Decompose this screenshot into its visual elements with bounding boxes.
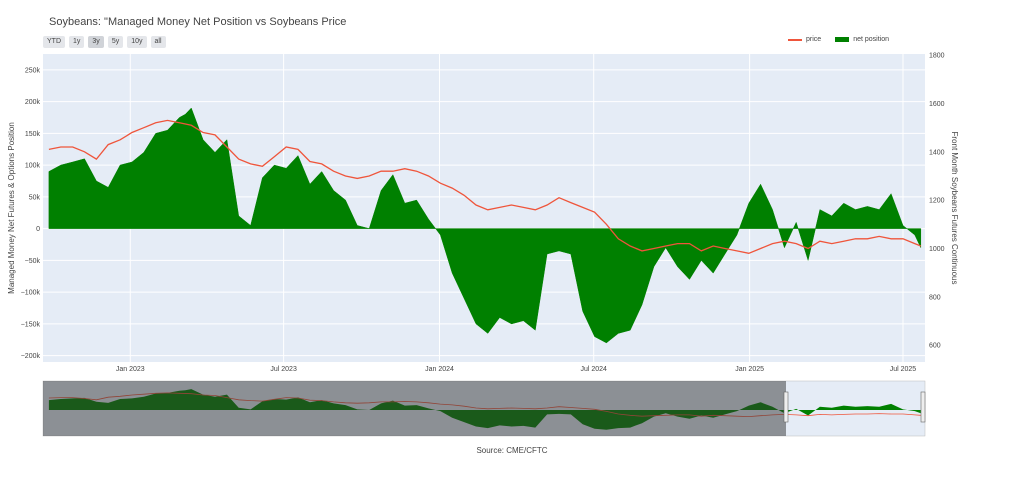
range-button-all[interactable]: all — [150, 36, 166, 48]
range-slider-net-area — [48, 389, 921, 430]
range-slider-handle-right — [920, 391, 926, 423]
y-left-tick-label: 50k — [29, 194, 41, 201]
y-axis-title-right: Front Month Soybeans Futures Continuous — [950, 132, 959, 285]
range-button-5y[interactable]: 5y — [107, 36, 124, 48]
range-selector: YTD 1y 3y 5y 10y all — [43, 36, 166, 48]
x-tick-label: Jul 2025 — [890, 366, 917, 373]
y-left-tick-label: −150k — [21, 321, 41, 328]
range-slider-mask — [43, 381, 786, 436]
x-tick-label: Jan 2025 — [735, 366, 764, 373]
y-left-tick-label: 150k — [25, 131, 41, 138]
x-tick-label: Jan 2024 — [425, 366, 454, 373]
y-right-tick-label: 600 — [929, 343, 941, 350]
legend-item-price[interactable]: price — [788, 36, 821, 43]
range-button-1y[interactable]: 1y — [69, 36, 85, 48]
range-button-ytd[interactable]: YTD — [43, 36, 65, 48]
chart-title: Soybeans: "Managed Money Net Position vs… — [49, 16, 347, 28]
y-right-tick-label: 1200 — [929, 198, 945, 205]
legend: price net position — [788, 36, 899, 43]
y-left-tick-label: −100k — [21, 290, 41, 297]
y-left-tick-label: −50k — [25, 258, 41, 265]
y-right-tick-label: 1800 — [929, 53, 945, 60]
y-right-tick-label: 1400 — [929, 149, 945, 156]
series-net-position-area — [48, 107, 922, 344]
range-slider-handle-left — [783, 391, 789, 423]
legend-label-net-position: net position — [853, 36, 889, 43]
y-left-tick-label: −200k — [21, 353, 41, 360]
y-left-tick-label: 0 — [36, 226, 40, 233]
x-tick-label: Jan 2023 — [116, 366, 145, 373]
y-left-tick-label: 200k — [25, 99, 41, 106]
y-right-tick-label: 1600 — [929, 101, 945, 108]
y-left-tick-label: 250k — [25, 67, 41, 74]
legend-swatch-price — [788, 38, 802, 41]
series-price-line — [48, 119, 922, 254]
legend-item-net-position[interactable]: net position — [835, 36, 889, 43]
y-left-tick-label: 100k — [25, 163, 41, 170]
source-note: Source: CME/CFTC — [476, 446, 548, 455]
legend-label-price: price — [806, 36, 822, 43]
range-slider-price-line — [48, 392, 921, 418]
plot-area — [43, 54, 925, 362]
y-right-tick-label: 1000 — [929, 246, 945, 253]
y-axis-title-left: Managed Money Net Futures & Options Posi… — [7, 122, 16, 294]
range-button-10y[interactable]: 10y — [127, 36, 147, 48]
x-tick-label: Jul 2024 — [580, 366, 607, 373]
range-slider — [42, 380, 926, 437]
y-right-tick-label: 800 — [929, 294, 941, 301]
legend-swatch-net-position — [835, 37, 850, 42]
x-tick-label: Jul 2023 — [270, 366, 297, 373]
range-button-3y[interactable]: 3y — [88, 36, 104, 48]
